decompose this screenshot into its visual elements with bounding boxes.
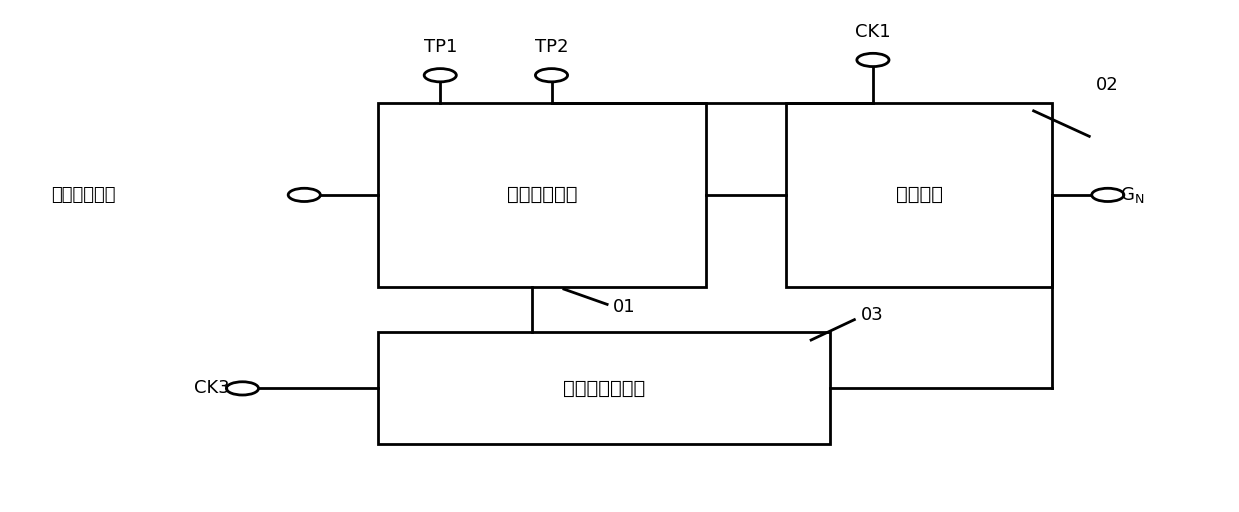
Text: 03: 03	[861, 306, 883, 324]
Text: TP2: TP2	[535, 38, 569, 56]
Text: 低电平维持部分: 低电平维持部分	[563, 379, 646, 398]
Bar	[378, 332, 830, 444]
Text: G$_\mathrm{N}$: G$_\mathrm{N}$	[1120, 185, 1145, 205]
Circle shape	[1092, 188, 1124, 202]
Text: 触控存储部分: 触控存储部分	[507, 185, 577, 204]
Text: CK3: CK3	[195, 379, 230, 397]
Text: 起始电压信号: 起始电压信号	[51, 186, 115, 204]
Bar	[378, 103, 706, 287]
Circle shape	[424, 69, 456, 82]
Circle shape	[535, 69, 567, 82]
Text: 驱动部分: 驱动部分	[896, 185, 943, 204]
Text: CK1: CK1	[855, 23, 891, 41]
Text: 02: 02	[1095, 76, 1118, 94]
Circle shape	[227, 382, 259, 395]
Text: TP1: TP1	[424, 38, 457, 56]
Text: 01: 01	[613, 298, 636, 316]
Bar	[787, 103, 1052, 287]
Circle shape	[289, 188, 321, 202]
Circle shape	[857, 53, 890, 67]
